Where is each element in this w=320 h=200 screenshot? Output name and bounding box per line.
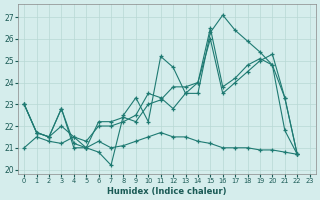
- X-axis label: Humidex (Indice chaleur): Humidex (Indice chaleur): [107, 187, 227, 196]
